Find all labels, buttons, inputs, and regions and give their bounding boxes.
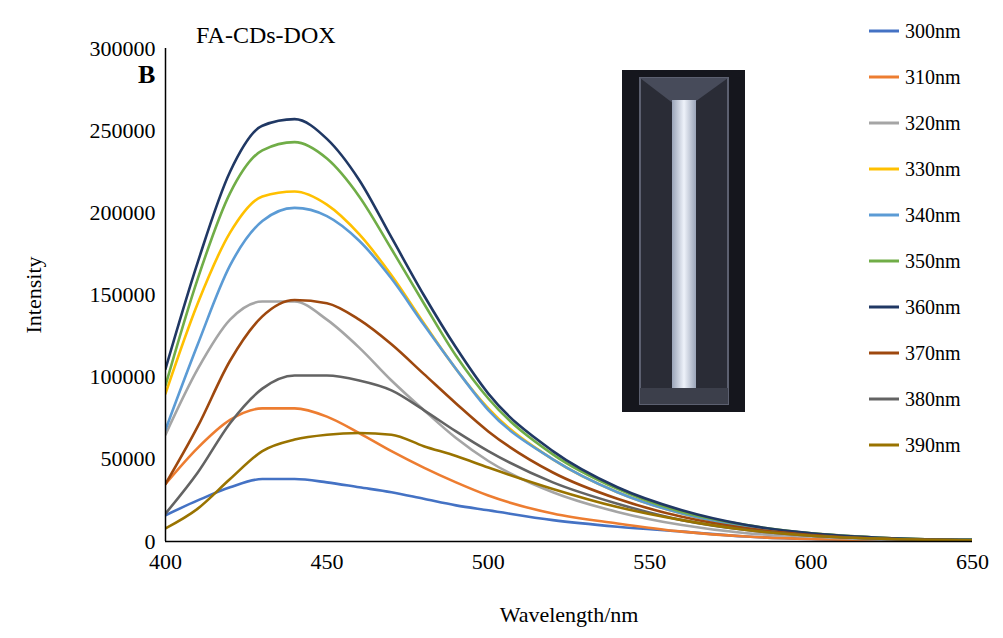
html-text:350nm: 350nm [905, 249, 961, 272]
svg-text:Wavelength/nm: Wavelength/nm [500, 602, 639, 627]
html-text:FA-CDs-DOX: FA-CDs-DOX [196, 22, 336, 48]
html-text:310nm: 310nm [905, 65, 961, 88]
html-text:380nm: 380nm [905, 387, 961, 410]
svg-text:50000: 50000 [101, 446, 156, 471]
svg-text:200000: 200000 [90, 200, 156, 225]
html-text:390nm: 390nm [905, 433, 961, 456]
svg-text:0: 0 [144, 528, 156, 554]
svg-text:300000: 300000 [90, 36, 156, 61]
svg-text:500: 500 [472, 549, 505, 574]
svg-text:600: 600 [795, 549, 828, 574]
html-text:B: B [138, 60, 156, 89]
svg-text:550: 550 [633, 549, 666, 574]
svg-text:150000: 150000 [90, 282, 156, 307]
html-text:300nm: 300nm [905, 19, 961, 42]
svg-text:Intensity: Intensity [21, 257, 46, 334]
html-text:330nm: 330nm [905, 157, 961, 180]
html-text:340nm: 340nm [905, 203, 961, 226]
svg-text:100000: 100000 [90, 364, 156, 389]
svg-text:450: 450 [310, 549, 343, 574]
html-text:320nm: 320nm [905, 111, 961, 134]
svg-text:250000: 250000 [90, 118, 156, 143]
svg-text:650: 650 [956, 549, 989, 574]
svg-text:400: 400 [149, 549, 182, 574]
html-text:360nm: 360nm [905, 295, 961, 318]
html-text:370nm: 370nm [905, 341, 961, 364]
